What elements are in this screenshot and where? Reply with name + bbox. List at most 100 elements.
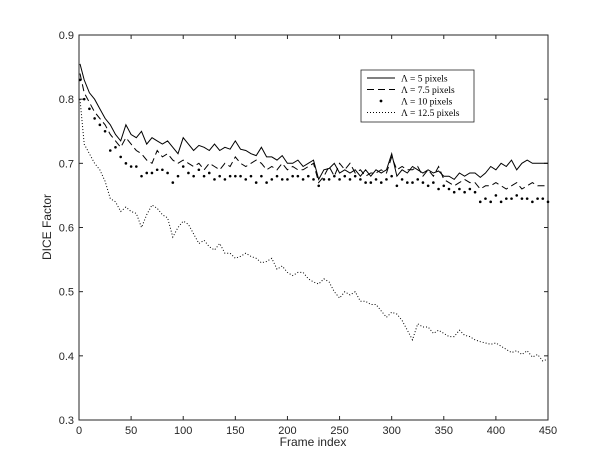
data-point: [364, 181, 367, 184]
data-point: [286, 178, 289, 181]
legend-label: Λ = 7.5 pixels: [401, 86, 455, 96]
data-point: [254, 181, 258, 184]
data-point: [374, 178, 378, 181]
data-point: [489, 200, 492, 204]
data-point: [525, 197, 529, 200]
data-point: [317, 184, 321, 188]
legend-label: Λ = 5 pixels: [401, 75, 448, 85]
data-point: [499, 200, 503, 204]
data-point: [458, 187, 461, 191]
data-point: [442, 184, 446, 188]
data-point: [98, 123, 102, 127]
data-point: [197, 168, 201, 172]
data-point: [421, 181, 425, 184]
x-tick-label: 100: [174, 425, 192, 437]
data-point: [213, 178, 216, 181]
data-point: [270, 178, 274, 181]
data-point: [218, 174, 221, 178]
data-point: [484, 197, 487, 200]
data-point: [520, 197, 524, 200]
data-point: [473, 190, 477, 194]
data-point: [452, 190, 456, 194]
y-tick-label: 0.7: [59, 158, 74, 170]
data-point: [411, 181, 414, 184]
data-point: [379, 181, 383, 184]
legend-label: Λ = 10 pixels: [401, 98, 453, 108]
data-point: [280, 178, 284, 181]
data-point: [426, 184, 430, 188]
series-line: [79, 73, 548, 190]
data-point: [515, 194, 519, 197]
data-point: [536, 197, 539, 200]
series-3: [78, 78, 550, 204]
data-point: [390, 174, 393, 178]
data-point: [176, 174, 180, 178]
data-point: [150, 171, 154, 175]
legend-item: Λ = 12.5 pixels: [367, 109, 460, 119]
data-point: [140, 174, 143, 178]
data-point: [135, 165, 138, 168]
data-point: [93, 117, 96, 120]
data-point: [265, 181, 268, 184]
x-tick-label: 400: [487, 425, 505, 437]
data-point: [322, 178, 326, 181]
legend-item: Λ = 10 pixels: [379, 98, 453, 108]
data-point: [437, 187, 440, 191]
data-point: [202, 174, 206, 178]
series-4: [79, 99, 549, 362]
data-point: [447, 187, 451, 191]
data-point: [541, 197, 545, 200]
data-point: [432, 181, 435, 184]
data-point: [244, 178, 248, 181]
x-tick-label: 300: [382, 425, 400, 437]
x-tick-label: 0: [76, 425, 82, 437]
data-point: [406, 181, 409, 184]
data-point: [223, 178, 227, 181]
data-point: [145, 171, 149, 175]
data-point: [468, 187, 472, 191]
data-point: [463, 190, 466, 194]
legend-item: Λ = 5 pixels: [367, 75, 448, 85]
data-point: [348, 178, 352, 181]
data-point: [275, 174, 279, 178]
x-tick-label: 250: [330, 425, 348, 437]
data-point: [312, 178, 315, 181]
data-point: [327, 178, 331, 181]
y-tick-label: 0.9: [59, 30, 74, 42]
data-point: [249, 174, 253, 178]
axis-ticks: 0 50 100 150 200 250 300 350 400 450 0.3 0.4 0.5 0.6 0…: [59, 30, 557, 437]
data-point: [155, 168, 159, 172]
data-point: [306, 174, 310, 178]
y-axis-label: DICE Factor: [40, 194, 54, 260]
x-tick-label: 150: [226, 425, 244, 437]
data-point: [301, 178, 305, 181]
data-point: [166, 171, 169, 175]
data-point: [531, 200, 534, 204]
data-point: [181, 165, 185, 168]
data-point: [207, 171, 211, 175]
data-point: [239, 174, 242, 178]
data-point: [546, 200, 550, 204]
data-point: [260, 174, 263, 178]
series-line: [79, 99, 549, 362]
data-point: [124, 162, 128, 165]
y-tick-label: 0.5: [59, 287, 74, 299]
x-tick-label: 450: [539, 425, 557, 437]
x-axis-label: Frame index: [280, 435, 347, 449]
y-tick-label: 0.4: [59, 351, 74, 363]
series-2: [79, 73, 548, 190]
data-point: [82, 97, 86, 101]
data-point: [353, 174, 357, 178]
legend-box: [360, 69, 475, 123]
data-point: [234, 174, 237, 178]
data-point: [333, 174, 336, 178]
data-point: [129, 165, 133, 168]
series-layer: [78, 63, 550, 362]
data-point: [103, 129, 107, 133]
data-point: [108, 149, 112, 152]
x-tick-label: 50: [125, 425, 137, 437]
y-tick-label: 0.3: [59, 415, 74, 427]
